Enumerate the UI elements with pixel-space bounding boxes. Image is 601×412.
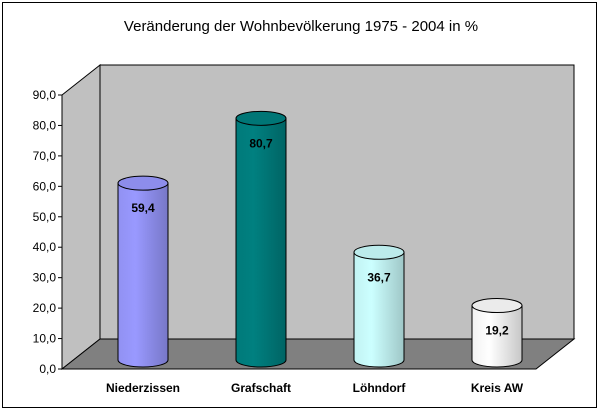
category-labels: Niederzissen Grafschaft Löhndorf Kreis AW [106,381,524,395]
data-label: 80,7 [249,136,273,150]
y-tick-label: 60,0 [33,179,57,193]
category-label: Niederzissen [106,381,180,395]
data-label: 59,4 [131,201,155,215]
bars-group: 59,4 80,7 36,7 19,2 [117,110,523,368]
bar-body [235,117,287,368]
y-tick-label: 10,0 [33,332,57,346]
bar-chart: Veränderung der Wohnbevölkerung 1975 - 2… [33,18,576,395]
chart-back-wall [99,64,575,340]
y-tick-label: 30,0 [33,271,57,285]
category-label: Kreis AW [471,381,524,395]
y-axis-ticks: 0,0 10,0 20,0 30,0 40,0 50,0 60,0 70,0 80,0 90,0 [33,88,62,376]
category-label: Löhndorf [353,381,407,395]
bar-top [353,244,405,260]
y-tick-label: 80,0 [33,118,57,132]
bar-top [235,110,287,126]
bar-1: 59,4 [117,175,169,368]
y-tick-label: 40,0 [33,240,57,254]
category-label: Grafschaft [231,381,291,395]
y-tick-label: 50,0 [33,210,57,224]
y-tick-label: 20,0 [33,301,57,315]
chart-title: Veränderung der Wohnbevölkerung 1975 - 2… [124,18,478,35]
bar-2: 80,7 [235,110,287,368]
chart-frame: Veränderung der Wohnbevölkerung 1975 - 2… [2,2,597,408]
y-tick-label: 90,0 [33,88,57,102]
bar-3: 36,7 [353,244,405,368]
bar-body [471,305,523,368]
bar-body [117,182,169,368]
data-label: 19,2 [485,324,509,338]
bar-body [353,251,405,368]
bar-top [117,175,169,191]
y-tick-label: 0,0 [39,362,56,376]
bar-4: 19,2 [471,298,523,368]
bar-top [471,298,523,314]
y-tick-label: 70,0 [33,149,57,163]
data-label: 36,7 [367,270,391,284]
chart-side-wall [61,63,101,371]
